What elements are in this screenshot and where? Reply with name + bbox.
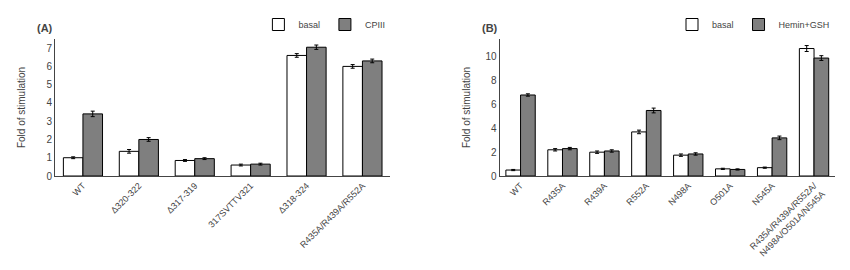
svg-text:CPIII: CPIII xyxy=(365,20,385,30)
svg-text:N498A: N498A xyxy=(666,181,693,208)
svg-text:basal: basal xyxy=(298,20,320,30)
svg-text:0: 0 xyxy=(491,171,497,182)
svg-text:R439A: R439A xyxy=(582,181,609,208)
svg-text:Δ318-324: Δ318-324 xyxy=(276,181,311,216)
svg-text:7: 7 xyxy=(46,43,52,54)
svg-text:N545A: N545A xyxy=(750,181,777,208)
svg-text:2: 2 xyxy=(491,147,497,158)
svg-text:Hemin+GSH: Hemin+GSH xyxy=(779,20,830,30)
svg-text:8: 8 xyxy=(491,75,497,86)
svg-text:R435A: R435A xyxy=(541,181,568,208)
svg-text:O501A: O501A xyxy=(708,181,735,208)
svg-text:10: 10 xyxy=(485,51,497,62)
svg-text:1: 1 xyxy=(46,152,52,163)
svg-text:R435A/R439A/R552A: R435A/R439A/R552A xyxy=(298,181,367,250)
svg-text:Fold of stimulation: Fold of stimulation xyxy=(461,67,472,148)
svg-text:5: 5 xyxy=(46,79,52,90)
svg-text:Δ320-322: Δ320-322 xyxy=(109,181,144,216)
svg-text:basal: basal xyxy=(712,20,734,30)
svg-text:0: 0 xyxy=(46,171,52,182)
svg-text:WT: WT xyxy=(508,180,525,197)
svg-text:R552A: R552A xyxy=(624,181,651,208)
svg-text:317SVTTV321: 317SVTTV321 xyxy=(206,181,255,230)
svg-text:Fold of stimulation: Fold of stimulation xyxy=(16,67,27,148)
svg-text:3: 3 xyxy=(46,116,52,127)
svg-text:6: 6 xyxy=(46,61,52,72)
svg-text:R435A/R439A/R552A/N498A/O501A/: R435A/R439A/R552A/N498A/O501A/N545A xyxy=(748,180,827,259)
svg-text:Δ317-319: Δ317-319 xyxy=(165,181,200,216)
svg-text:WT: WT xyxy=(71,180,88,197)
svg-text:4: 4 xyxy=(46,97,52,108)
svg-text:4: 4 xyxy=(491,123,497,134)
svg-text:6: 6 xyxy=(491,99,497,110)
svg-text:2: 2 xyxy=(46,134,52,145)
svg-text:(A): (A) xyxy=(37,22,53,34)
svg-text:(B): (B) xyxy=(482,22,498,34)
